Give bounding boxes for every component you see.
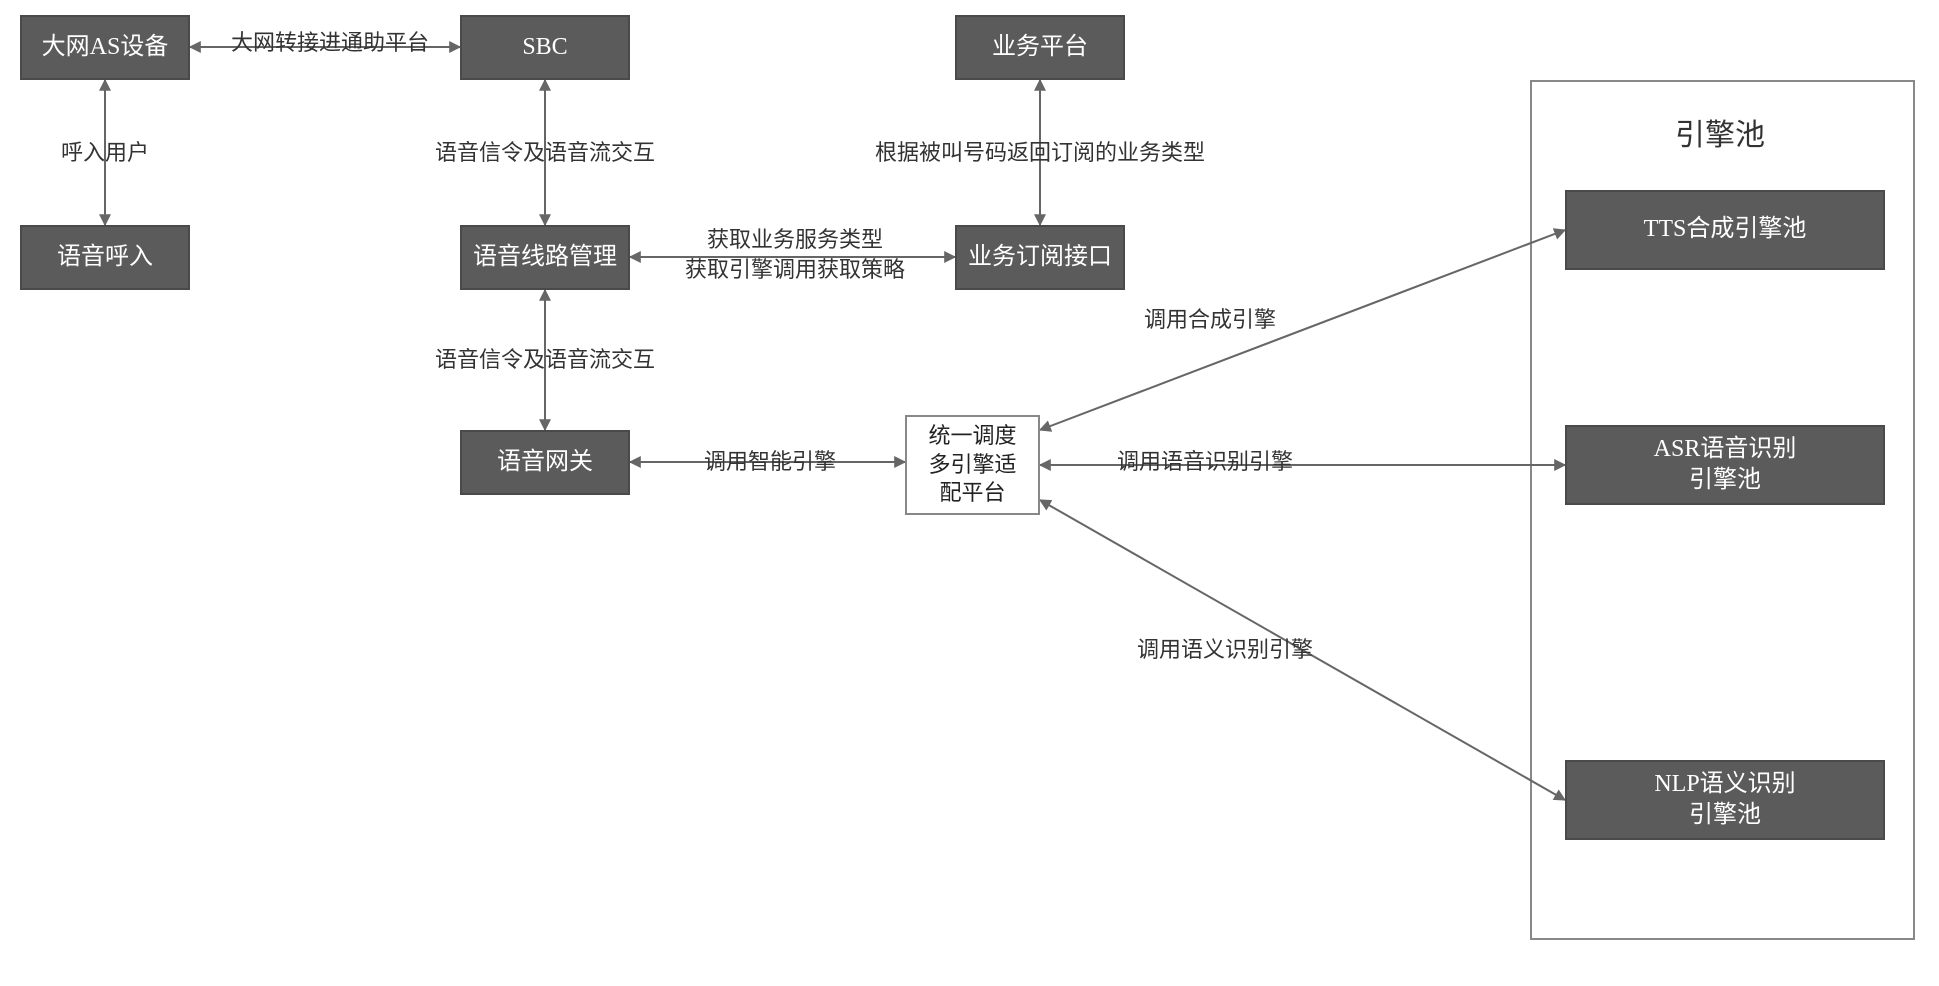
diagram-canvas: 引擎池 大网AS设备 SBC 业务平台语音呼入 语音线路管理 业务订阅接口语音网关 统一调… — [0, 0, 1939, 986]
node-gateway: 语音网关 — [460, 430, 630, 495]
edge-label-biz-sub: 根据被叫号码返回订阅的业务类型 — [850, 138, 1230, 168]
edge-label-as-sbc: 大网转接进通助平台 — [215, 28, 445, 58]
node-as: 大网AS设备 — [20, 15, 190, 80]
node-voicein: 语音呼入 — [20, 225, 190, 290]
edge-label-platform-nlp: 调用语义识别引擎 — [1120, 635, 1330, 665]
edge-label-line-gateway: 语音信令及语音流交互 — [420, 345, 670, 375]
edge-label-platform-asr: 调用语音识别引擎 — [1100, 447, 1310, 477]
edge-label-as-voicein: 呼入用户 — [35, 138, 175, 168]
edge-label-line-sub: 获取业务服务类型 获取引擎调用获取策略 — [670, 225, 920, 284]
node-platform: 统一调度 多引擎适 配平台 — [905, 415, 1040, 515]
node-biz: 业务平台 — [955, 15, 1125, 80]
node-sub: 业务订阅接口 — [955, 225, 1125, 290]
edge-label-platform-tts: 调用合成引擎 — [1130, 305, 1290, 335]
engine-pool-title: 引擎池 — [1630, 110, 1810, 154]
node-asr: ASR语音识别 引擎池 — [1565, 425, 1885, 505]
node-sbc: SBC — [460, 15, 630, 80]
node-tts: TTS合成引擎池 — [1565, 190, 1885, 270]
edge-label-sbc-line: 语音信令及语音流交互 — [420, 138, 670, 168]
node-line: 语音线路管理 — [460, 225, 630, 290]
node-nlp: NLP语义识别 引擎池 — [1565, 760, 1885, 840]
edge-label-gateway-platform: 调用智能引擎 — [690, 447, 850, 477]
